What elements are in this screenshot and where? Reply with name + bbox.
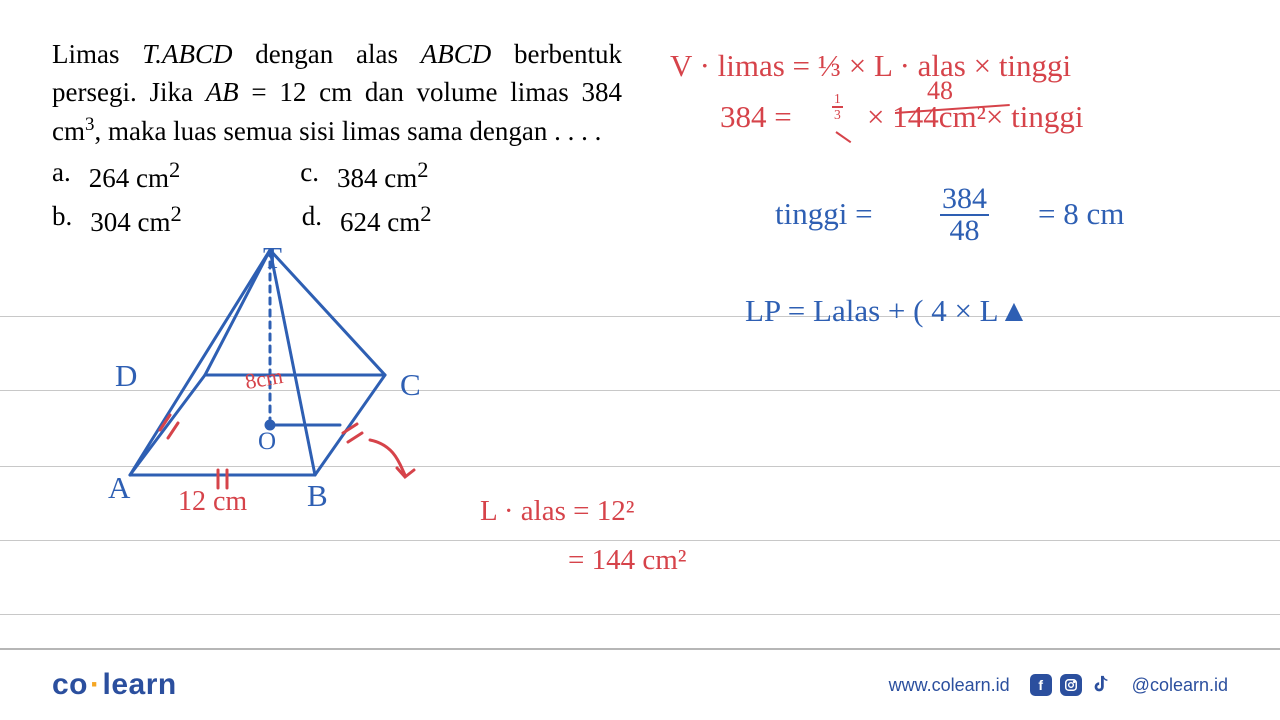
strike-3 bbox=[835, 131, 851, 143]
option-a: a. 264 cm2 bbox=[52, 154, 180, 198]
social-icons: f bbox=[1030, 674, 1112, 696]
logo-learn: learn bbox=[103, 668, 177, 701]
hw-lalas-eq: L · alas = 12² bbox=[480, 495, 634, 528]
logo-co: co bbox=[52, 668, 88, 701]
tiktok-icon bbox=[1090, 674, 1112, 696]
label-d: D bbox=[115, 358, 137, 394]
hw-lp-formula: LP = Lalas + ( 4 × L▲ bbox=[745, 293, 1029, 329]
brand-logo: co·learn bbox=[52, 668, 177, 702]
hw-overwrite-48: 48 bbox=[927, 76, 953, 106]
problem-ab: AB bbox=[206, 77, 239, 107]
label-b: B bbox=[307, 478, 328, 514]
problem-line4: dengan . . . . bbox=[469, 116, 601, 146]
instagram-icon bbox=[1060, 674, 1082, 696]
label-12cm: 12 cm bbox=[178, 486, 247, 518]
footer-url: www.colearn.id bbox=[889, 675, 1010, 696]
label-a: A bbox=[108, 470, 130, 506]
problem-abcd: ABCD bbox=[421, 39, 492, 69]
footer-handle: @colearn.id bbox=[1132, 675, 1228, 696]
hw-tinggi-result: = 8 cm bbox=[1038, 196, 1124, 232]
logo-dot: · bbox=[90, 668, 101, 701]
hw-calc-right: × 144cm²× tinggi bbox=[867, 99, 1083, 135]
footer: co·learn www.colearn.id f @colearn.id bbox=[0, 648, 1280, 720]
problem-text: Limas T.ABCD dengan alas ABCD berbentuk … bbox=[52, 36, 622, 150]
hw-tinggi-frac: 38448 bbox=[940, 184, 989, 246]
hw-lalas-result: = 144 cm² bbox=[568, 544, 686, 577]
facebook-icon: f bbox=[1030, 674, 1052, 696]
problem-t-abcd: T.ABCD bbox=[142, 39, 232, 69]
option-c: c. 384 cm2 bbox=[300, 154, 428, 198]
hw-volume-formula: V · limas = ⅓ × L · alas × tinggi bbox=[670, 48, 1071, 84]
label-c: C bbox=[400, 367, 421, 403]
label-t: T bbox=[263, 240, 282, 276]
label-o: O bbox=[258, 428, 276, 456]
problem-line1-pre: Limas bbox=[52, 39, 142, 69]
hw-384-eq: 384 = bbox=[720, 99, 792, 135]
hw-tinggi-label: tinggi = bbox=[775, 196, 873, 232]
hw-frac-13: 13 bbox=[832, 92, 843, 121]
